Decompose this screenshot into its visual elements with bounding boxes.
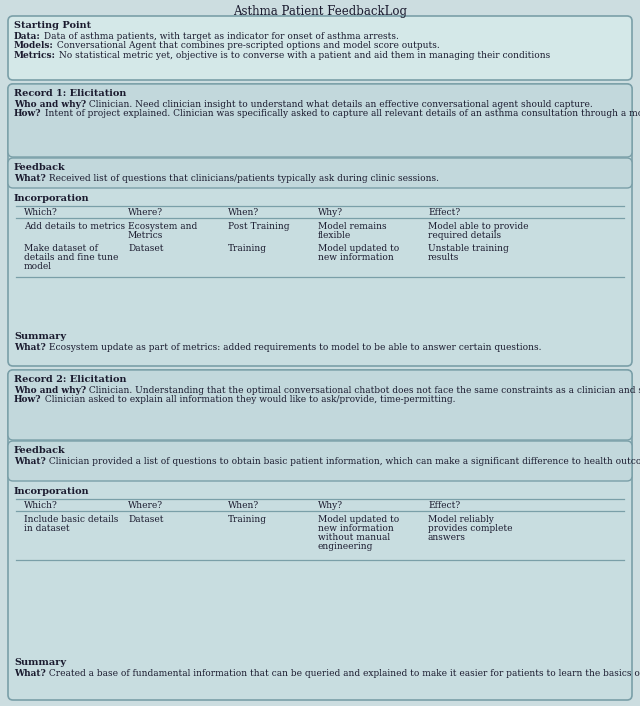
Text: Data of asthma patients, with target as indicator for onset of asthma arrests.: Data of asthma patients, with target as …: [41, 32, 399, 41]
FancyBboxPatch shape: [8, 370, 632, 700]
Text: engineering: engineering: [318, 542, 373, 551]
Text: Ecosystem and: Ecosystem and: [128, 222, 197, 231]
Text: Summary: Summary: [14, 658, 66, 667]
Text: Effect?: Effect?: [428, 501, 460, 510]
Text: What?: What?: [14, 174, 45, 183]
Text: Add details to metrics: Add details to metrics: [24, 222, 125, 231]
Text: Intent of project explained. Clinician was specifically asked to capture all rel: Intent of project explained. Clinician w…: [42, 109, 640, 119]
FancyBboxPatch shape: [8, 84, 632, 157]
Text: Asthma Patient FeedbackLog: Asthma Patient FeedbackLog: [233, 5, 407, 18]
Text: required details: required details: [428, 231, 501, 240]
Text: Dataset: Dataset: [128, 515, 163, 524]
Text: Training: Training: [228, 515, 267, 524]
Text: Dataset: Dataset: [128, 244, 163, 253]
Text: Data:: Data:: [14, 32, 41, 41]
Text: results: results: [428, 253, 460, 262]
Text: Why?: Why?: [318, 208, 343, 217]
Text: Feedback: Feedback: [14, 446, 66, 455]
Text: What?: What?: [14, 669, 45, 678]
Text: Who and why?: Who and why?: [14, 386, 86, 395]
Text: Clinician provided a list of questions to obtain basic patient information, whic: Clinician provided a list of questions t…: [45, 457, 640, 466]
FancyBboxPatch shape: [8, 84, 632, 366]
Text: Why?: Why?: [318, 501, 343, 510]
Text: model: model: [24, 262, 52, 271]
Text: Metrics: Metrics: [128, 231, 163, 240]
FancyBboxPatch shape: [8, 370, 632, 440]
Text: No statistical metric yet, objective is to converse with a patient and aid them : No statistical metric yet, objective is …: [56, 51, 550, 60]
Text: What?: What?: [14, 343, 45, 352]
Text: details and fine tune: details and fine tune: [24, 253, 118, 262]
Text: new information: new information: [318, 524, 394, 533]
Text: provides complete: provides complete: [428, 524, 513, 533]
Text: Where?: Where?: [128, 501, 163, 510]
Text: Summary: Summary: [14, 332, 66, 341]
Text: Include basic details: Include basic details: [24, 515, 118, 524]
Text: What?: What?: [14, 457, 45, 466]
Text: Post Training: Post Training: [228, 222, 289, 231]
FancyBboxPatch shape: [8, 16, 632, 80]
Text: Model remains: Model remains: [318, 222, 387, 231]
Text: Record 1: Elicitation: Record 1: Elicitation: [14, 89, 126, 98]
FancyBboxPatch shape: [8, 441, 632, 481]
Text: flexible: flexible: [318, 231, 351, 240]
Text: Record 2: Elicitation: Record 2: Elicitation: [14, 375, 127, 384]
Text: Starting Point: Starting Point: [14, 21, 91, 30]
Text: Where?: Where?: [128, 208, 163, 217]
Text: Model reliably: Model reliably: [428, 515, 494, 524]
Text: Which?: Which?: [24, 208, 58, 217]
Text: Clinician. Understanding that the optimal conversational chatbot does not face t: Clinician. Understanding that the optima…: [86, 386, 640, 395]
Text: Unstable training: Unstable training: [428, 244, 509, 253]
Text: Model able to provide: Model able to provide: [428, 222, 529, 231]
Text: Effect?: Effect?: [428, 208, 460, 217]
Text: Metrics:: Metrics:: [14, 51, 56, 60]
Text: new information: new information: [318, 253, 394, 262]
Text: Models:: Models:: [14, 42, 54, 51]
Text: Conversational Agent that combines pre-scripted options and model score outputs.: Conversational Agent that combines pre-s…: [54, 42, 440, 51]
Text: How?: How?: [14, 109, 42, 119]
Text: Clinician asked to explain all information they would like to ask/provide, time-: Clinician asked to explain all informati…: [42, 395, 455, 405]
Text: Received list of questions that clinicians/patients typically ask during clinic : Received list of questions that clinicia…: [45, 174, 439, 183]
Text: How?: How?: [14, 395, 42, 405]
Text: Created a base of fundamental information that can be queried and explained to m: Created a base of fundamental informatio…: [45, 669, 640, 678]
Text: Feedback: Feedback: [14, 163, 66, 172]
Text: Who and why?: Who and why?: [14, 100, 86, 109]
Text: Incorporation: Incorporation: [14, 194, 90, 203]
Text: Make dataset of: Make dataset of: [24, 244, 98, 253]
Text: without manual: without manual: [318, 533, 390, 542]
Text: When?: When?: [228, 501, 259, 510]
Text: Training: Training: [228, 244, 267, 253]
Text: Incorporation: Incorporation: [14, 487, 90, 496]
Text: Model updated to: Model updated to: [318, 244, 399, 253]
FancyBboxPatch shape: [8, 158, 632, 188]
Text: When?: When?: [228, 208, 259, 217]
Text: Clinician. Need clinician insight to understand what details an effective conver: Clinician. Need clinician insight to und…: [86, 100, 593, 109]
Text: Ecosystem update as part of metrics: added requirements to model to be able to a: Ecosystem update as part of metrics: add…: [45, 343, 541, 352]
Text: Which?: Which?: [24, 501, 58, 510]
Text: answers: answers: [428, 533, 466, 542]
Text: Model updated to: Model updated to: [318, 515, 399, 524]
Text: in dataset: in dataset: [24, 524, 70, 533]
